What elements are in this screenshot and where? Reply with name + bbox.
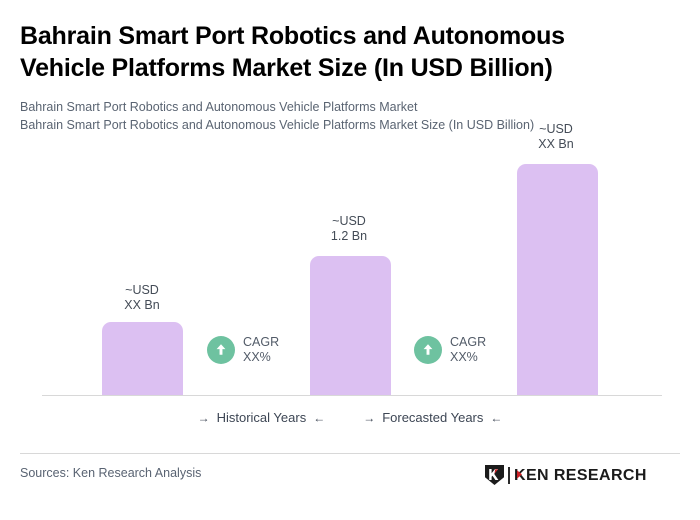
- bar-historical[interactable]: [102, 322, 183, 395]
- arrow-right-icon: →: [197, 410, 210, 425]
- period-historical-years-label: Historical Years: [216, 410, 307, 425]
- cagr-label-forecast-line1: CAGR: [450, 335, 487, 349]
- period-forecasted-years-label: Forecasted Years: [382, 410, 484, 425]
- svg-text:KEN RESEARCH: KEN RESEARCH: [514, 467, 647, 484]
- bar-value-label-2-line2: 1.2 Bn: [330, 228, 368, 243]
- chart-baseline-axis: [42, 395, 662, 396]
- sources-text: Sources: Ken Research Analysis: [20, 466, 202, 480]
- footer-divider: [20, 453, 680, 454]
- period-forecasted-years: → Forecasted Years ←: [363, 410, 502, 425]
- logo-separator: [508, 466, 510, 484]
- arrow-right-icon: →: [363, 410, 376, 425]
- cagr-label-forecast: CAGR XX%: [450, 335, 486, 364]
- bar-chart-plot-area: ~USD XX Bn ~USD 1.2 Bn ~USD XX Bn CAGR X…: [0, 122, 700, 400]
- cagr-label-forecast-line2: XX%: [450, 349, 478, 364]
- bar-value-label-3: ~USD XX Bn: [501, 122, 611, 151]
- cagr-badge-forecast: CAGR XX%: [414, 335, 486, 364]
- cagr-label-historical-line2: XX%: [243, 349, 271, 364]
- arrow-up-icon: [414, 335, 442, 364]
- bar-forecast[interactable]: [517, 164, 598, 395]
- arrow-left-icon: ←: [490, 410, 503, 425]
- period-historical-years: → Historical Years ←: [198, 410, 326, 425]
- ken-research-shield-icon: [485, 465, 504, 485]
- page-title: Bahrain Smart Port Robotics and Autonomo…: [20, 22, 565, 82]
- ken-research-logo: KEN RESEARCH: [484, 464, 664, 486]
- ken-research-wordmark: KEN RESEARCH: [514, 467, 647, 484]
- bar-value-label-1: ~USD XX Bn: [87, 283, 197, 312]
- bar-value-label-3-line2: XX Bn: [538, 136, 574, 151]
- bar-value-label-1-line1: ~USD: [125, 283, 159, 297]
- cagr-label-historical: CAGR XX%: [243, 335, 279, 364]
- period-label-row: → Historical Years ← → Forecasted Years …: [0, 410, 700, 425]
- chart-subtitle-line-1: Bahrain Smart Port Robotics and Autonomo…: [20, 100, 418, 114]
- bar-value-label-1-line2: XX Bn: [124, 297, 160, 312]
- bar-value-label-2-line1: ~USD: [332, 214, 366, 228]
- arrow-left-icon: ←: [313, 410, 326, 425]
- bar-base-year[interactable]: [310, 256, 391, 395]
- cagr-label-historical-line1: CAGR: [243, 335, 280, 349]
- chart-subtitle-line-2: Bahrain Smart Port Robotics and Autonomo…: [20, 118, 535, 132]
- bar-value-label-3-line1: ~USD: [539, 122, 573, 136]
- bar-value-label-2: ~USD 1.2 Bn: [294, 214, 404, 243]
- arrow-up-icon: [207, 335, 235, 364]
- cagr-badge-historical: CAGR XX%: [207, 335, 279, 364]
